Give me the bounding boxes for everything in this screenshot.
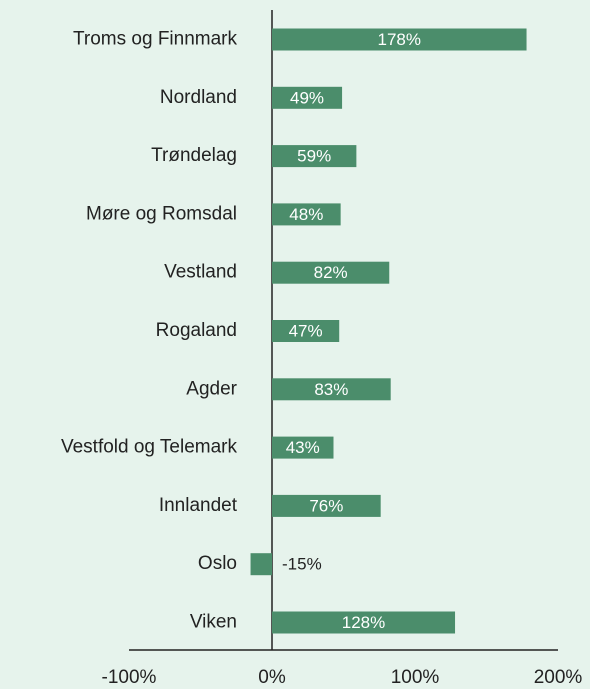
- bar: [272, 203, 341, 226]
- x-tick-label: -100%: [102, 667, 157, 688]
- bar: [250, 553, 272, 576]
- bar: [272, 145, 357, 168]
- y-tick-label: Innlandet: [159, 495, 238, 516]
- value-label: -15%: [282, 555, 322, 574]
- value-label: 47%: [289, 321, 323, 340]
- bar: [272, 436, 334, 459]
- x-tick-label: 0%: [258, 667, 286, 688]
- y-tick-label: Viken: [190, 612, 237, 633]
- y-tick-label: Troms og Finnmark: [73, 29, 237, 50]
- y-tick-label: Vestland: [164, 262, 237, 283]
- x-tick-label: 200%: [534, 667, 583, 688]
- bar: [272, 28, 527, 51]
- y-tick-label: Nordland: [160, 87, 237, 108]
- value-label: 49%: [290, 88, 324, 107]
- value-label: 178%: [378, 30, 421, 49]
- value-label: 83%: [314, 380, 348, 399]
- bar: [272, 378, 391, 401]
- value-label: 82%: [314, 263, 348, 282]
- y-tick-label: Rogaland: [156, 320, 237, 341]
- y-tick-label: Oslo: [198, 553, 237, 574]
- value-label: 76%: [309, 496, 343, 515]
- y-tick-label: Trøndelag: [151, 145, 237, 166]
- bar: [272, 494, 381, 517]
- y-tick-label: Agder: [186, 378, 237, 399]
- y-tick-label: Møre og Romsdal: [86, 203, 237, 224]
- y-tick-label: Vestfold og Telemark: [61, 437, 238, 458]
- value-label: 43%: [286, 438, 320, 457]
- bar: [272, 261, 390, 284]
- value-label: 59%: [297, 147, 331, 166]
- bar: [272, 320, 340, 342]
- bar: [272, 611, 456, 634]
- value-label: 48%: [289, 205, 323, 224]
- value-label: 128%: [342, 613, 385, 632]
- bar: [272, 86, 343, 109]
- x-tick-label: 100%: [391, 667, 440, 688]
